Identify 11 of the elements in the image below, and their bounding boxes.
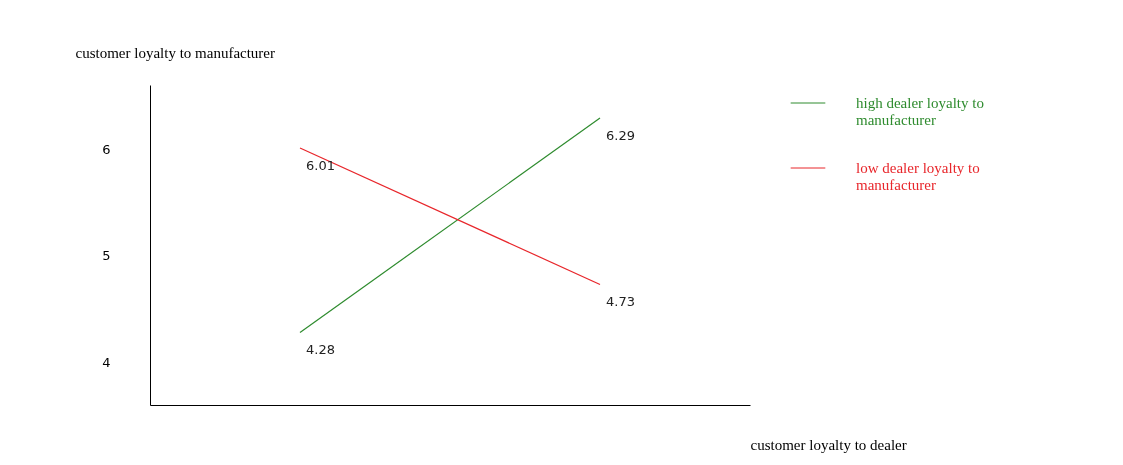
y-tick-label: 6 xyxy=(102,141,111,157)
data-label: 6.01 xyxy=(306,157,335,173)
legend-label: high dealer loyalty to manufacturer xyxy=(856,95,984,128)
y-axis-title: customer loyalty to manufacturer xyxy=(75,44,276,61)
y-tick-label: 5 xyxy=(102,248,111,264)
data-label: 6.29 xyxy=(606,128,635,144)
data-label: 4.73 xyxy=(606,294,635,310)
x-axis-title: customer loyalty to dealer xyxy=(750,436,907,453)
data-label: 4.28 xyxy=(306,342,335,358)
y-tick-label: 4 xyxy=(102,354,111,370)
legend-label: low dealer loyalty to manufacturer xyxy=(856,160,980,193)
